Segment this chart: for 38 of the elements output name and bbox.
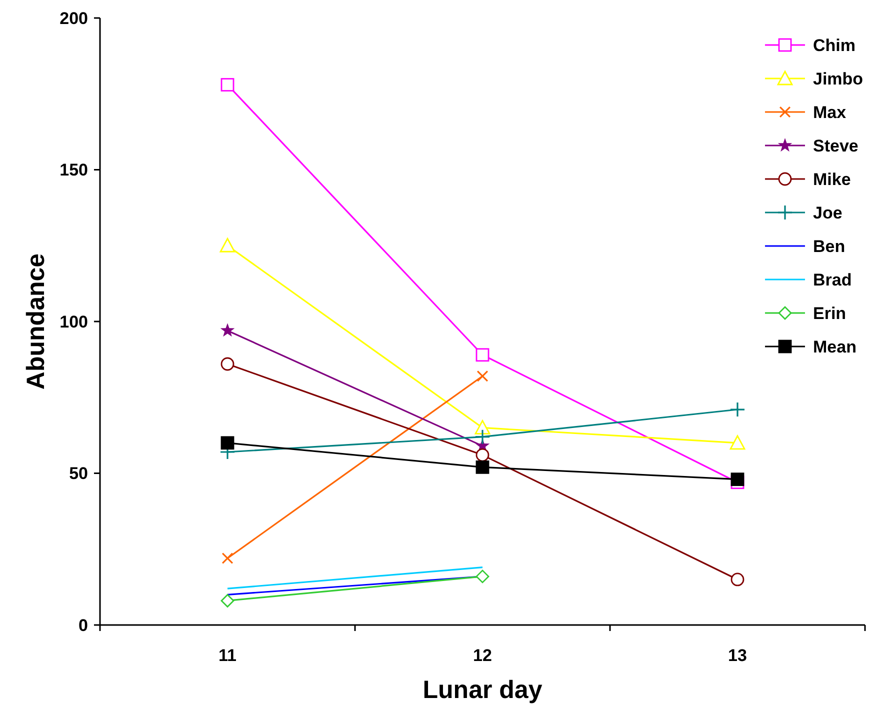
y-tick-label: 100 <box>60 312 88 332</box>
point <box>476 570 490 584</box>
point <box>730 402 744 417</box>
legend-label: Max <box>813 102 847 122</box>
y-axis-title: Abundance <box>22 253 50 390</box>
point <box>220 357 234 371</box>
point <box>476 348 490 362</box>
point <box>476 460 490 474</box>
y-tick-label: 50 <box>69 464 88 484</box>
legend-label: Jimbo <box>813 69 864 88</box>
point <box>220 78 234 92</box>
x-tick-label: 11 <box>218 646 236 665</box>
point <box>730 435 746 450</box>
legend-label: Mean <box>813 337 856 356</box>
legend-label: Steve <box>813 136 858 156</box>
legend-label: Chim <box>813 36 856 55</box>
point <box>220 594 234 608</box>
point <box>220 323 235 337</box>
y-tick-label: 150 <box>60 160 88 180</box>
legend-label: Erin <box>813 304 846 323</box>
legend-label: Brad <box>813 270 852 290</box>
point <box>476 448 490 462</box>
y-tick-label: 200 <box>60 8 88 28</box>
x-axis-title: Lunar day <box>422 676 542 704</box>
point <box>476 430 490 444</box>
x-tick-label: 13 <box>728 646 747 665</box>
point <box>220 238 236 252</box>
legend-label: Mike <box>813 170 851 189</box>
point <box>476 370 488 382</box>
y-tick-label: 0 <box>78 616 88 635</box>
legend-label: Joe <box>813 203 842 222</box>
point <box>474 420 490 434</box>
point <box>222 552 234 564</box>
legend-label: Ben <box>813 236 846 256</box>
point <box>730 472 744 486</box>
point <box>730 572 744 586</box>
x-tick-label: 12 <box>473 646 492 665</box>
point <box>220 436 234 450</box>
